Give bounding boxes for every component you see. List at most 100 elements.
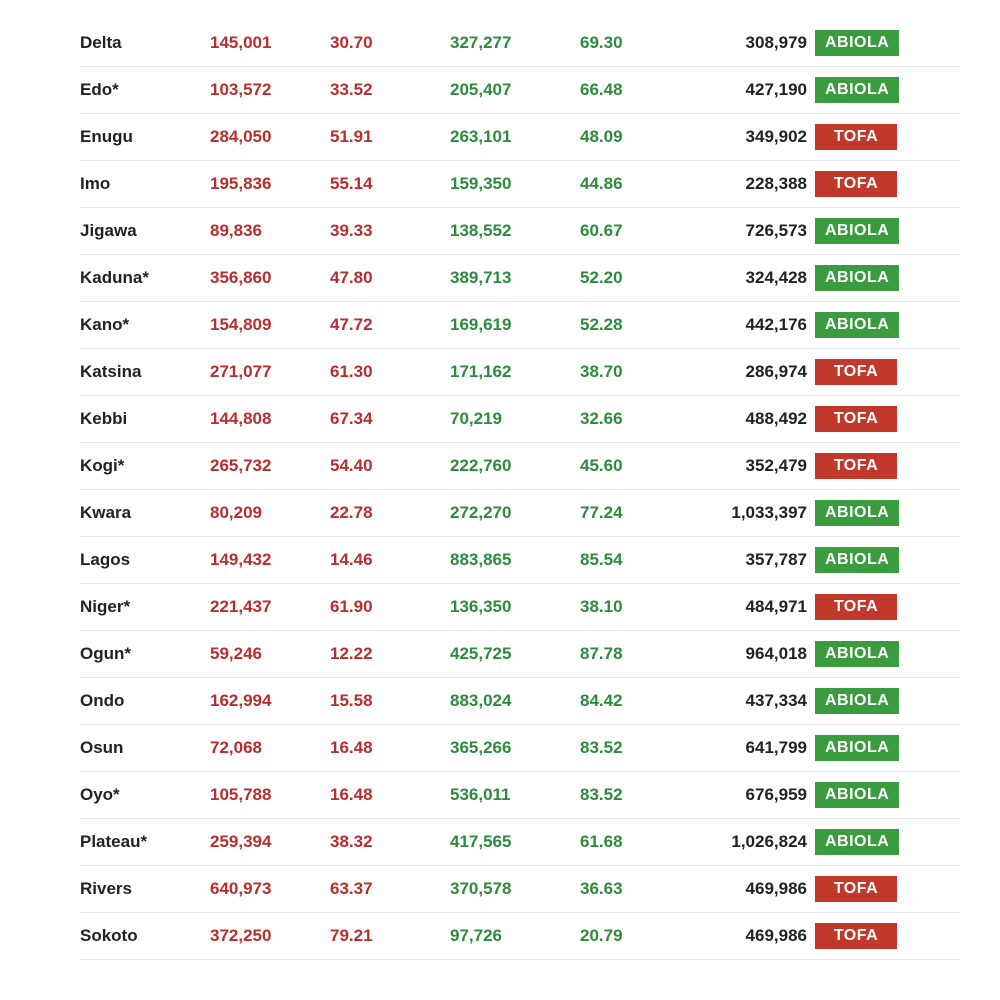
abiola-votes: 171,162 <box>450 362 580 382</box>
table-row: Imo195,83655.14159,35044.86228,388TOFA <box>80 161 960 208</box>
winner-cell: ABIOLA <box>815 641 960 667</box>
abiola-votes: 365,266 <box>450 738 580 758</box>
winner-cell: TOFA <box>815 359 960 385</box>
table-row: Delta145,00130.70327,27769.30308,979ABIO… <box>80 20 960 67</box>
tofa-pct: 14.46 <box>330 550 450 570</box>
tofa-pct: 15.58 <box>330 691 450 711</box>
table-row: Katsina271,07761.30171,16238.70286,974TO… <box>80 349 960 396</box>
tofa-pct: 22.78 <box>330 503 450 523</box>
winner-badge: ABIOLA <box>815 77 899 103</box>
table-row: Niger*221,43761.90136,35038.10484,971TOF… <box>80 584 960 631</box>
table-row: Kebbi144,80867.3470,21932.66488,492TOFA <box>80 396 960 443</box>
winner-cell: TOFA <box>815 594 960 620</box>
table-row: Kwara80,20922.78272,27077.241,033,397ABI… <box>80 490 960 537</box>
winner-cell: ABIOLA <box>815 547 960 573</box>
tofa-pct: 30.70 <box>330 33 450 53</box>
invalid-votes: 469,986 <box>690 926 815 946</box>
election-results-table: Delta145,00130.70327,27769.30308,979ABIO… <box>80 20 960 960</box>
tofa-votes: 195,836 <box>210 174 330 194</box>
winner-cell: ABIOLA <box>815 782 960 808</box>
invalid-votes: 228,388 <box>690 174 815 194</box>
state-name: Sokoto <box>80 926 210 946</box>
invalid-votes: 676,959 <box>690 785 815 805</box>
table-row: Kaduna*356,86047.80389,71352.20324,428AB… <box>80 255 960 302</box>
state-name: Delta <box>80 33 210 53</box>
winner-cell: ABIOLA <box>815 265 960 291</box>
winner-badge: TOFA <box>815 359 897 385</box>
state-name: Enugu <box>80 127 210 147</box>
tofa-pct: 54.40 <box>330 456 450 476</box>
tofa-pct: 47.80 <box>330 268 450 288</box>
table-row: Edo*103,57233.52205,40766.48427,190ABIOL… <box>80 67 960 114</box>
tofa-votes: 356,860 <box>210 268 330 288</box>
tofa-pct: 61.30 <box>330 362 450 382</box>
abiola-votes: 70,219 <box>450 409 580 429</box>
tofa-votes: 640,973 <box>210 879 330 899</box>
winner-cell: TOFA <box>815 453 960 479</box>
abiola-votes: 205,407 <box>450 80 580 100</box>
state-name: Oyo* <box>80 785 210 805</box>
tofa-pct: 47.72 <box>330 315 450 335</box>
abiola-votes: 327,277 <box>450 33 580 53</box>
state-name: Ogun* <box>80 644 210 664</box>
winner-cell: TOFA <box>815 923 960 949</box>
winner-cell: TOFA <box>815 876 960 902</box>
invalid-votes: 308,979 <box>690 33 815 53</box>
winner-cell: ABIOLA <box>815 77 960 103</box>
abiola-pct: 48.09 <box>580 127 690 147</box>
tofa-pct: 16.48 <box>330 785 450 805</box>
winner-badge: ABIOLA <box>815 218 899 244</box>
abiola-votes: 263,101 <box>450 127 580 147</box>
winner-badge: TOFA <box>815 594 897 620</box>
table-row: Oyo*105,78816.48536,01183.52676,959ABIOL… <box>80 772 960 819</box>
tofa-votes: 372,250 <box>210 926 330 946</box>
state-name: Kwara <box>80 503 210 523</box>
state-name: Kebbi <box>80 409 210 429</box>
winner-cell: ABIOLA <box>815 829 960 855</box>
table-row: Osun72,06816.48365,26683.52641,799ABIOLA <box>80 725 960 772</box>
winner-badge: ABIOLA <box>815 265 899 291</box>
abiola-votes: 389,713 <box>450 268 580 288</box>
abiola-votes: 370,578 <box>450 879 580 899</box>
tofa-votes: 265,732 <box>210 456 330 476</box>
invalid-votes: 641,799 <box>690 738 815 758</box>
state-name: Edo* <box>80 80 210 100</box>
winner-badge: ABIOLA <box>815 688 899 714</box>
abiola-pct: 36.63 <box>580 879 690 899</box>
tofa-votes: 149,432 <box>210 550 330 570</box>
abiola-votes: 136,350 <box>450 597 580 617</box>
abiola-pct: 52.28 <box>580 315 690 335</box>
state-name: Kaduna* <box>80 268 210 288</box>
tofa-votes: 284,050 <box>210 127 330 147</box>
winner-badge: ABIOLA <box>815 641 899 667</box>
invalid-votes: 357,787 <box>690 550 815 570</box>
abiola-votes: 169,619 <box>450 315 580 335</box>
abiola-pct: 38.70 <box>580 362 690 382</box>
state-name: Imo <box>80 174 210 194</box>
state-name: Ondo <box>80 691 210 711</box>
tofa-pct: 16.48 <box>330 738 450 758</box>
abiola-votes: 97,726 <box>450 926 580 946</box>
tofa-pct: 55.14 <box>330 174 450 194</box>
tofa-pct: 61.90 <box>330 597 450 617</box>
invalid-votes: 484,971 <box>690 597 815 617</box>
abiola-votes: 159,350 <box>450 174 580 194</box>
abiola-pct: 32.66 <box>580 409 690 429</box>
invalid-votes: 964,018 <box>690 644 815 664</box>
table-row: Lagos149,43214.46883,86585.54357,787ABIO… <box>80 537 960 584</box>
invalid-votes: 469,986 <box>690 879 815 899</box>
invalid-votes: 1,026,824 <box>690 832 815 852</box>
state-name: Plateau* <box>80 832 210 852</box>
abiola-pct: 44.86 <box>580 174 690 194</box>
invalid-votes: 1,033,397 <box>690 503 815 523</box>
abiola-votes: 536,011 <box>450 785 580 805</box>
winner-badge: ABIOLA <box>815 500 899 526</box>
winner-cell: TOFA <box>815 171 960 197</box>
tofa-votes: 80,209 <box>210 503 330 523</box>
table-row: Sokoto372,25079.2197,72620.79469,986TOFA <box>80 913 960 960</box>
tofa-votes: 259,394 <box>210 832 330 852</box>
winner-badge: ABIOLA <box>815 547 899 573</box>
tofa-pct: 33.52 <box>330 80 450 100</box>
winner-badge: TOFA <box>815 124 897 150</box>
invalid-votes: 286,974 <box>690 362 815 382</box>
